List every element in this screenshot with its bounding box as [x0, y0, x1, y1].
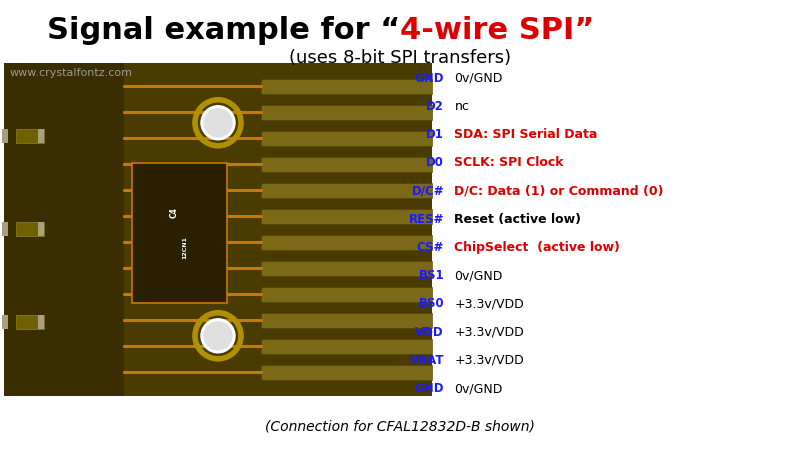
Text: Signal example for “: Signal example for “ [46, 16, 400, 45]
Bar [4, 64, 432, 396]
Bar [38, 223, 44, 237]
Text: D0: D0 [426, 156, 444, 169]
Circle shape [204, 322, 232, 350]
Bar [2, 223, 8, 237]
Bar [2, 130, 8, 144]
Bar [261, 261, 432, 276]
Text: RES#: RES# [409, 212, 444, 225]
Text: 12CN1: 12CN1 [182, 236, 187, 258]
Text: GND: GND [414, 381, 444, 394]
Text: (uses 8-bit SPI transfers): (uses 8-bit SPI transfers) [289, 49, 511, 67]
Bar [261, 106, 432, 120]
Text: +3.3v/VDD: +3.3v/VDD [454, 353, 524, 366]
Text: SDA: SPI Serial Data: SDA: SPI Serial Data [454, 128, 598, 141]
Text: 0v/GND: 0v/GND [454, 381, 502, 394]
Bar [38, 316, 44, 330]
Text: www.crystalfontz.com: www.crystalfontz.com [10, 68, 133, 78]
Text: D/C#: D/C# [411, 184, 444, 197]
Text: 4-wire SPI”: 4-wire SPI” [400, 16, 594, 45]
Text: BS0: BS0 [418, 297, 444, 310]
Bar [16, 223, 44, 237]
Bar [16, 316, 44, 330]
Bar [261, 287, 432, 302]
Text: D1: D1 [426, 128, 444, 141]
Bar [4, 64, 124, 396]
Bar [133, 163, 226, 303]
Text: GND: GND [414, 72, 444, 85]
Text: VBAT: VBAT [410, 353, 444, 366]
Bar [261, 235, 432, 250]
Text: Reset (active low): Reset (active low) [454, 212, 582, 225]
Circle shape [201, 319, 235, 353]
Bar [261, 131, 432, 146]
Text: D/C: Data (1) or Command (0): D/C: Data (1) or Command (0) [454, 184, 664, 197]
Text: nc: nc [454, 100, 470, 113]
Text: +3.3v/VDD: +3.3v/VDD [454, 297, 524, 310]
Text: BS1: BS1 [418, 268, 444, 282]
Circle shape [201, 106, 235, 141]
Bar [261, 157, 432, 172]
Text: +3.3v/VDD: +3.3v/VDD [454, 325, 524, 338]
Bar [38, 130, 44, 144]
Bar [2, 316, 8, 330]
Text: ChipSelect  (active low): ChipSelect (active low) [454, 241, 620, 253]
Text: C4: C4 [170, 207, 179, 217]
Text: SCLK: SPI Clock: SCLK: SPI Clock [454, 156, 564, 169]
Text: (Connection for CFAL12832D-B shown): (Connection for CFAL12832D-B shown) [265, 419, 535, 433]
Bar [261, 80, 432, 94]
Bar [261, 313, 432, 328]
Text: 0v/GND: 0v/GND [454, 72, 502, 85]
Text: VDD: VDD [415, 325, 444, 338]
Text: 0v/GND: 0v/GND [454, 268, 502, 282]
Bar [261, 365, 432, 380]
Bar [261, 209, 432, 224]
Circle shape [204, 110, 232, 137]
Text: CS#: CS# [417, 241, 444, 253]
Text: D2: D2 [426, 100, 444, 113]
Bar [261, 183, 432, 198]
Bar [261, 339, 432, 354]
Bar [16, 130, 44, 144]
